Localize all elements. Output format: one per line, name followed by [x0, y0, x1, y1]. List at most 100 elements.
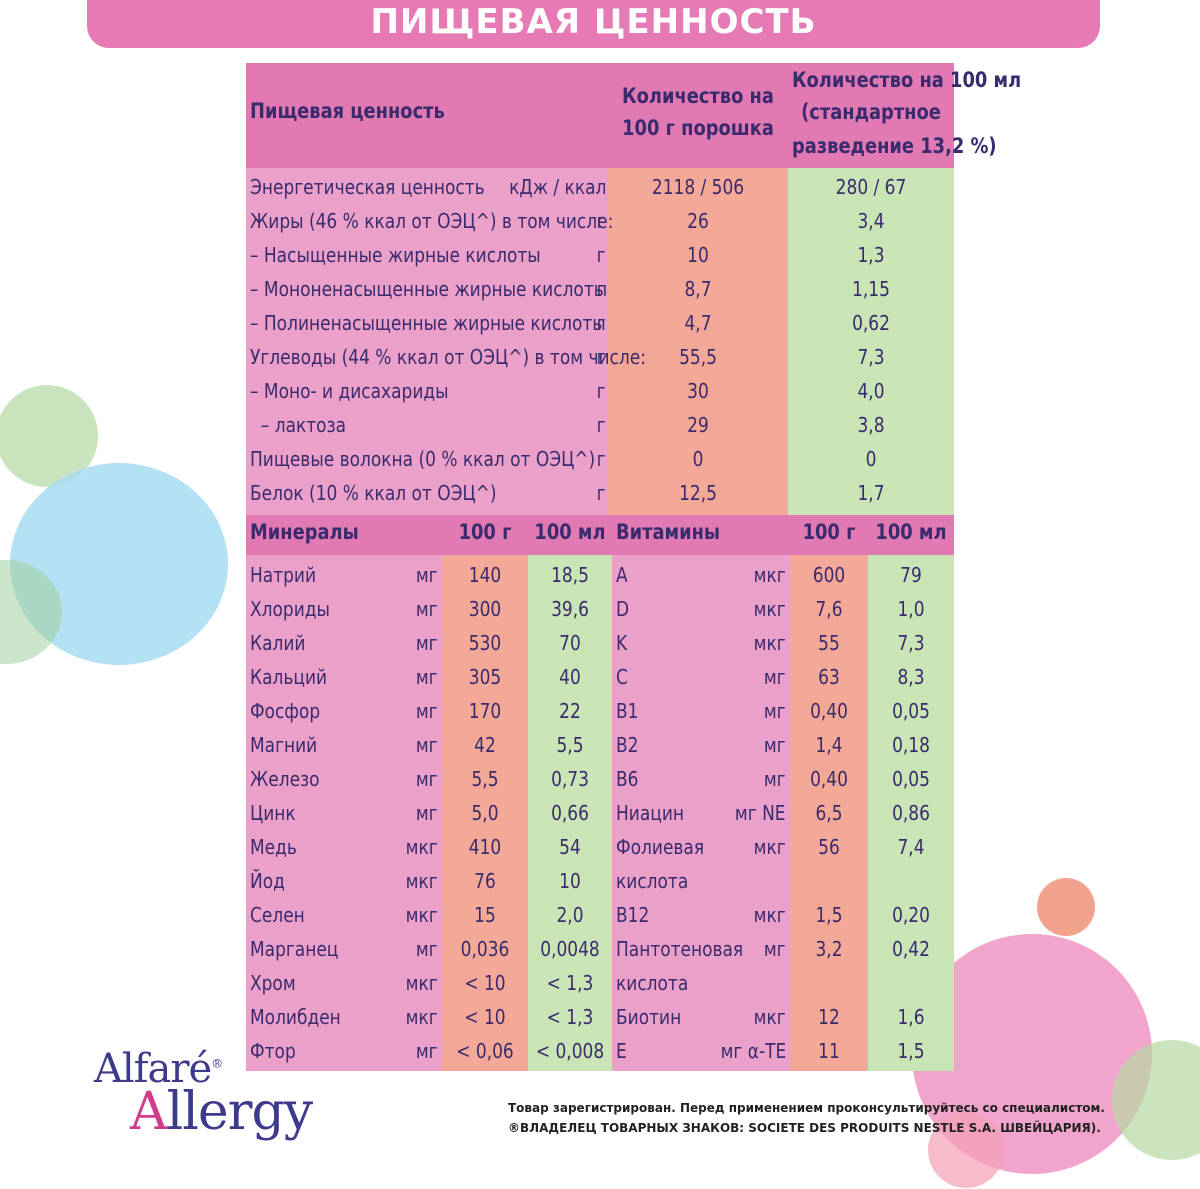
nutrition-row-name: – Моно- и дисахариды: [250, 379, 449, 403]
mineral-per100g: 0,036: [460, 937, 510, 961]
mineral-unit: мг: [416, 1039, 438, 1063]
nutrition-row-name: – Полиненасыщенные жирные кислоты: [250, 311, 606, 335]
header-label: Пищевая ценность: [250, 99, 445, 123]
nutrition-row-per100ml: 1,15: [852, 277, 890, 301]
nutrition-row-name: – Насыщенные жирные кислоты: [250, 243, 541, 267]
mineral-per100ml: 70: [559, 631, 581, 655]
nutrition-row-per100g: 4,7: [684, 311, 712, 335]
vitamin-name: D: [616, 597, 630, 621]
nutrition-row-unit: г: [597, 243, 606, 267]
page-title: ПИЩЕВАЯ ЦЕННОСТЬ: [370, 2, 817, 42]
vitamin-unit: мг NE: [735, 801, 786, 825]
nutrition-row-name: – Мононенасыщенные жирные кислоты: [250, 277, 608, 301]
header-per100ml-line2: (стандартное: [801, 100, 941, 124]
vitamins-label-bg: [612, 555, 790, 1071]
vitamin-unit: мг: [764, 699, 786, 723]
footer-trademark: ®ВЛАДЕЛЕЦ ТОВАРНЫХ ЗНАКОВ: SOCIETE DES P…: [508, 1121, 1101, 1135]
vitamin-name: E: [616, 1039, 627, 1063]
nutrition-row-unit: г: [597, 277, 606, 301]
decor-circle-coral-right: [1037, 878, 1095, 936]
brand-allergy-initial: A: [130, 1082, 168, 1142]
mineral-name: Марганец: [250, 937, 339, 961]
nutrition-row-per100g: 30: [687, 379, 709, 403]
mineral-name: Хром: [250, 971, 296, 995]
mineral-per100g: 140: [468, 563, 502, 587]
mineral-per100ml: 40: [559, 665, 581, 689]
vitamin-per100ml: 1,5: [897, 1039, 925, 1063]
decor-circle-rose-right: [928, 1112, 1004, 1188]
mineral-per100g: 170: [468, 699, 502, 723]
mineral-per100ml: 0,73: [551, 767, 589, 791]
footer-disclaimer: Товар зарегистрирован. Перед применением…: [508, 1101, 1105, 1115]
per100ml-column-bg: [788, 168, 954, 515]
vitamin-per100ml: 8,3: [897, 665, 925, 689]
header-per100g-line1: Количество на: [622, 84, 774, 108]
nutrition-row-unit: г: [597, 345, 606, 369]
vitamins-header-100ml: 100 мл: [875, 520, 947, 544]
mineral-unit: мг: [416, 563, 438, 587]
header-per100g-line2: 100 г порошка: [622, 116, 774, 140]
vitamin-per100ml: 0,05: [892, 767, 930, 791]
mineral-unit: мкг: [405, 971, 438, 995]
vitamin-unit: мг: [764, 665, 786, 689]
mineral-per100g: 42: [474, 733, 496, 757]
nutrition-row-unit: г: [597, 379, 606, 403]
vitamin-per100ml: 0,42: [892, 937, 930, 961]
mineral-name: Йод: [250, 869, 285, 893]
minerals-label-bg: [246, 555, 442, 1071]
nutrition-row-per100g: 12,5: [679, 481, 717, 505]
mineral-name: Магний: [250, 733, 318, 757]
mineral-per100ml: 18,5: [551, 563, 589, 587]
mineral-unit: мг: [416, 937, 438, 961]
nutrition-row-per100ml: 7,3: [857, 345, 885, 369]
mineral-per100g: 410: [468, 835, 502, 859]
mineral-name: Железо: [250, 767, 320, 791]
vitamin-unit: мг: [764, 937, 786, 961]
minerals-100ml-bg: [528, 555, 612, 1071]
mineral-per100g: 76: [474, 869, 496, 893]
vitamins-100g-bg: [790, 555, 868, 1071]
mineral-per100ml: 5,5: [556, 733, 584, 757]
vitamin-per100ml: 1,6: [897, 1005, 925, 1029]
mineral-name: Хлориды: [250, 597, 330, 621]
mineral-per100ml: < 1,3: [546, 971, 594, 995]
vitamin-name: Ниацин: [616, 801, 684, 825]
mineral-per100ml: < 1,3: [546, 1005, 594, 1029]
per100g-column-bg: [608, 168, 788, 515]
nutrition-row-per100ml: 3,4: [857, 209, 885, 233]
vitamin-name: C: [616, 665, 628, 689]
mineral-per100ml: 0,0048: [540, 937, 600, 961]
mineral-unit: мг: [416, 801, 438, 825]
vitamin-name: A: [616, 563, 628, 587]
vitamin-per100g: 1,4: [815, 733, 843, 757]
brand-logo-alfare: Alfaré®: [94, 1046, 223, 1092]
mineral-per100g: 305: [468, 665, 502, 689]
mineral-name: Фтор: [250, 1039, 296, 1063]
mineral-unit: мг: [416, 699, 438, 723]
vitamin-per100ml: 0,20: [892, 903, 930, 927]
mineral-per100g: 15: [474, 903, 496, 927]
vitamin-name: B6: [616, 767, 639, 791]
mineral-name: Молибден: [250, 1005, 341, 1029]
mineral-name: Селен: [250, 903, 305, 927]
nutrition-row-unit: г: [597, 481, 606, 505]
nutrition-row-per100g: 8,7: [684, 277, 712, 301]
decor-circle-green-right: [1112, 1040, 1200, 1160]
nutrition-row-name: – лактоза: [250, 413, 347, 437]
mineral-per100g: 5,0: [471, 801, 499, 825]
nutrition-row-per100ml: 280 / 67: [835, 175, 907, 199]
mineral-unit: мг: [416, 733, 438, 757]
mineral-per100g: < 10: [464, 1005, 506, 1029]
brand-logo-allergy: Allergy: [130, 1082, 313, 1142]
vitamin-name: B2: [616, 733, 639, 757]
mineral-per100ml: 22: [559, 699, 581, 723]
vitamin-name: кислота: [616, 869, 689, 893]
vitamin-unit: мкг: [753, 903, 786, 927]
mineral-unit: мкг: [405, 869, 438, 893]
minerals-header-label: Минералы: [250, 520, 359, 544]
vitamin-per100g: 1,5: [815, 903, 843, 927]
mineral-per100ml: 10: [559, 869, 581, 893]
vitamin-per100g: 6,5: [815, 801, 843, 825]
nutrition-row-per100ml: 4,0: [857, 379, 885, 403]
mineral-per100ml: < 0,008: [535, 1039, 605, 1063]
